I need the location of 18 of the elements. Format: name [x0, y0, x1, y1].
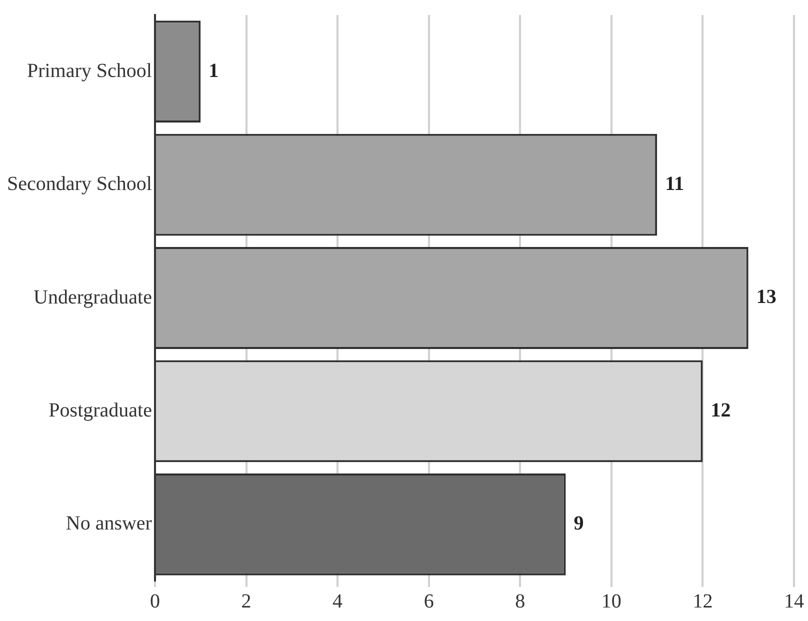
x-tick-label: 2 [241, 590, 252, 612]
x-tick-label: 4 [332, 590, 343, 612]
x-tick-label: 6 [424, 590, 434, 612]
x-tick-label: 8 [515, 590, 526, 612]
data-label: 12 [710, 399, 731, 422]
y-tick-label: Secondary School [6, 173, 152, 196]
y-tick-label: No answer [66, 512, 152, 535]
x-tick-label: 14 [784, 590, 804, 612]
data-label: 1 [208, 60, 219, 82]
data-label: 11 [665, 172, 684, 195]
data-label: 9 [574, 512, 584, 535]
x-tick-label: 12 [692, 590, 713, 612]
y-tick-label: Undergraduate [34, 286, 152, 308]
y-tick-label: Primary School [26, 60, 152, 82]
y-tick-label: Postgraduate [48, 399, 152, 422]
data-label: 13 [756, 286, 776, 308]
x-tick-label: 0 [150, 590, 160, 612]
x-tick-label: 10 [601, 590, 622, 612]
